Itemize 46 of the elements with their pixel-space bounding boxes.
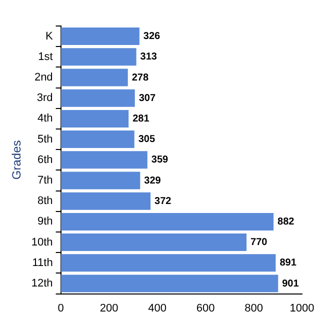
bar bbox=[60, 68, 128, 86]
y-tick-label: 6th bbox=[38, 154, 53, 166]
bar bbox=[60, 110, 129, 128]
data-label: 313 bbox=[140, 52, 158, 63]
y-axis-title: Grades bbox=[10, 140, 24, 180]
y-tick-label: 1st bbox=[38, 50, 53, 63]
data-label: 329 bbox=[144, 175, 162, 186]
data-label: 305 bbox=[138, 134, 156, 146]
y-tick-label: 11th bbox=[32, 256, 53, 269]
data-label: 359 bbox=[151, 154, 169, 166]
data-label: 326 bbox=[143, 31, 161, 42]
y-tick-label: 9th bbox=[38, 216, 53, 228]
data-label: 770 bbox=[250, 237, 268, 248]
bar bbox=[60, 48, 136, 66]
y-tick-label: 10th bbox=[31, 236, 53, 248]
x-tick-label: 400 bbox=[148, 302, 166, 314]
x-tick-label: 200 bbox=[100, 302, 118, 314]
y-tick-label: K bbox=[45, 30, 54, 42]
bar bbox=[60, 234, 247, 252]
bar bbox=[60, 254, 276, 272]
data-label: 882 bbox=[278, 216, 295, 228]
data-label: 891 bbox=[280, 258, 297, 269]
bar bbox=[60, 192, 151, 210]
bar bbox=[60, 89, 135, 107]
y-tick-label: 2nd bbox=[34, 72, 53, 84]
y-tick-label: 4th bbox=[38, 112, 53, 125]
x-tick-label: 0 bbox=[58, 302, 64, 314]
bar bbox=[60, 130, 134, 148]
bar bbox=[60, 274, 278, 292]
bar bbox=[60, 172, 140, 190]
x-tick-label: 1000 bbox=[290, 302, 314, 314]
y-tick-label: 7th bbox=[38, 174, 53, 187]
bar bbox=[60, 151, 148, 169]
data-label: 901 bbox=[282, 278, 300, 290]
data-label: 372 bbox=[154, 196, 172, 207]
y-tick-label: 12th bbox=[31, 278, 53, 290]
data-label: 278 bbox=[132, 72, 149, 84]
y-tick-label: 3rd bbox=[36, 92, 53, 104]
y-tick-label: 8th bbox=[38, 195, 53, 208]
data-label: 281 bbox=[132, 113, 150, 124]
data-label: 307 bbox=[138, 92, 156, 104]
bar bbox=[60, 212, 274, 230]
x-tick-label: 800 bbox=[244, 302, 263, 314]
bar bbox=[60, 28, 140, 46]
x-tick-label: 600 bbox=[196, 302, 215, 314]
y-tick-label: 5th bbox=[38, 133, 53, 146]
